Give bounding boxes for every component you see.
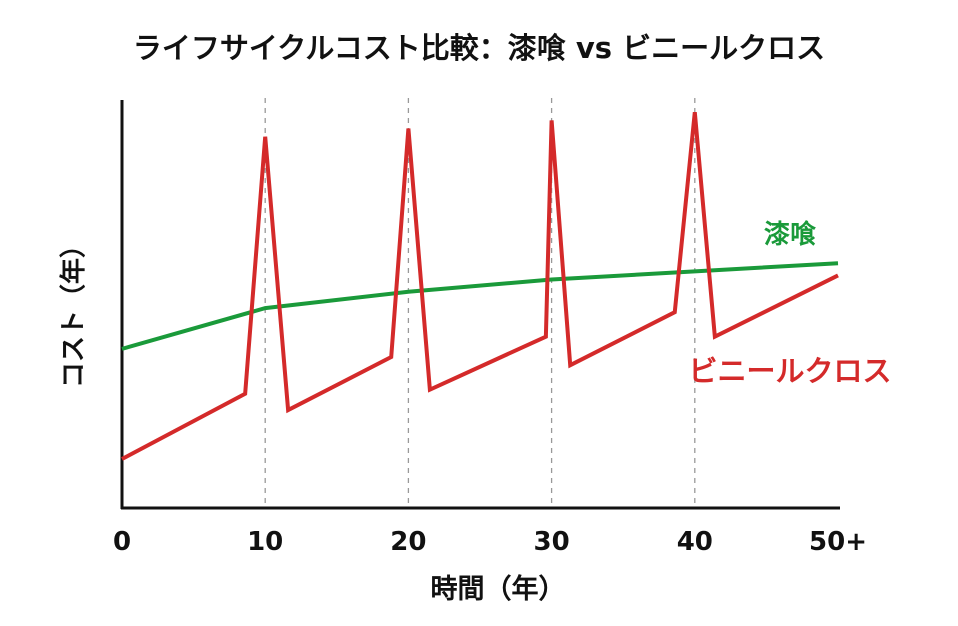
x-axis-label: 時間（年） <box>431 573 566 605</box>
series-line-vinyl <box>121 112 839 461</box>
x-tick-label: 50+ <box>809 527 867 557</box>
x-tick-label: 40 <box>677 527 713 557</box>
x-tick-label: 30 <box>534 527 570 557</box>
x-tick-label: 0 <box>113 527 131 557</box>
x-tick-label: 20 <box>390 527 426 557</box>
series-label-plaster: 漆喰 <box>764 219 816 250</box>
series-label-vinyl: ビニールクロス <box>688 354 891 388</box>
series-line-plaster <box>121 261 839 351</box>
x-tick-label: 10 <box>247 527 283 557</box>
chart-title: ライフサイクルコスト比較：漆喰 vs ビニールクロス <box>133 31 825 65</box>
y-axis-label: コスト（年） <box>58 232 89 388</box>
